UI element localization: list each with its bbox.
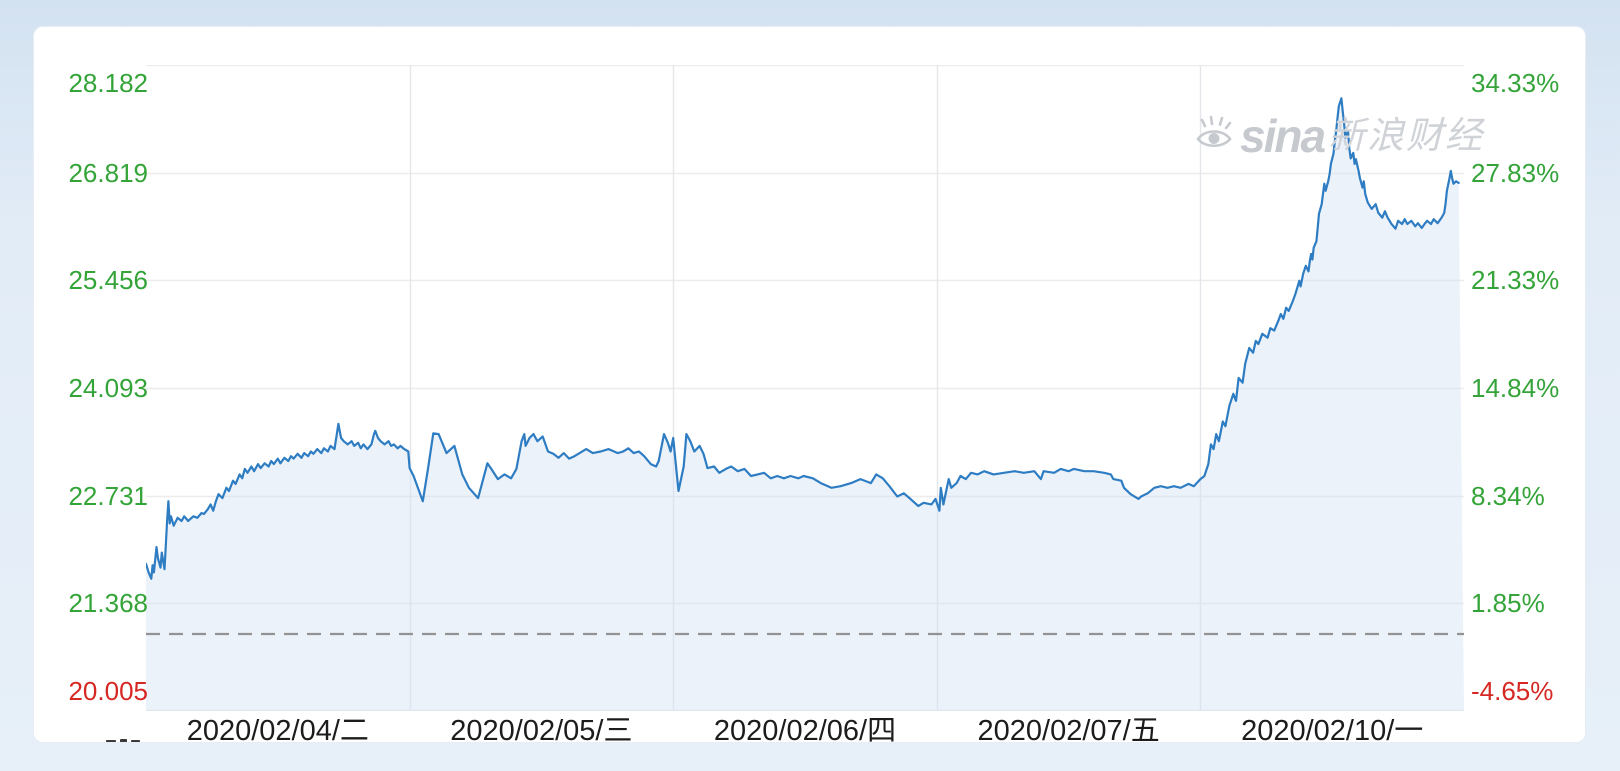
y-axis-right-label: 8.34% [1471, 480, 1545, 511]
chart-card: 28.182 26.819 25.456 24.093 22.731 21.368 20.0… [33, 26, 1586, 743]
y-axis-left-label: 28.182 [68, 68, 148, 98]
y-axis-right-label: 14.84% [1471, 373, 1560, 403]
y-axis-left-label: 22.731 [68, 480, 148, 511]
y-axis-right-label: 21.33% [1471, 265, 1560, 296]
price-chart-plot[interactable] [146, 65, 1464, 711]
watermark-site-name: 新浪财经 [1328, 115, 1485, 156]
watermark-brand-text: sina [1240, 110, 1326, 162]
y-axis-right-label: 27.83% [1471, 157, 1560, 188]
y-axis-left-label: 21.368 [68, 588, 148, 619]
y-axis-right-label: 34.33% [1471, 68, 1560, 98]
y-axis-right-label: -4.65% [1471, 676, 1554, 706]
clipped-artifact [131, 740, 140, 742]
y-axis-left-label: 25.456 [68, 265, 148, 296]
watermark: sina 新浪财经 [1192, 105, 1484, 167]
x-axis-label: 2020/02/06/四 [713, 715, 897, 743]
sina-eye-logo-icon [1192, 112, 1236, 161]
clipped-artifact [106, 740, 116, 742]
x-axis-label: 2020/02/05/三 [450, 715, 633, 743]
y-axis-left-label: 20.005 [68, 676, 148, 706]
x-axis-label: 2020/02/07/五 [977, 715, 1160, 743]
y-axis-right-label: 1.85% [1471, 588, 1545, 619]
x-axis-label: 2020/02/04/二 [186, 715, 369, 743]
y-axis-left-label: 24.093 [68, 373, 148, 403]
clipped-artifact [120, 739, 127, 742]
price-chart-svg [146, 65, 1464, 711]
x-axis-label: 2020/02/10/一 [1241, 715, 1424, 743]
y-axis-left-label: 26.819 [68, 157, 148, 188]
